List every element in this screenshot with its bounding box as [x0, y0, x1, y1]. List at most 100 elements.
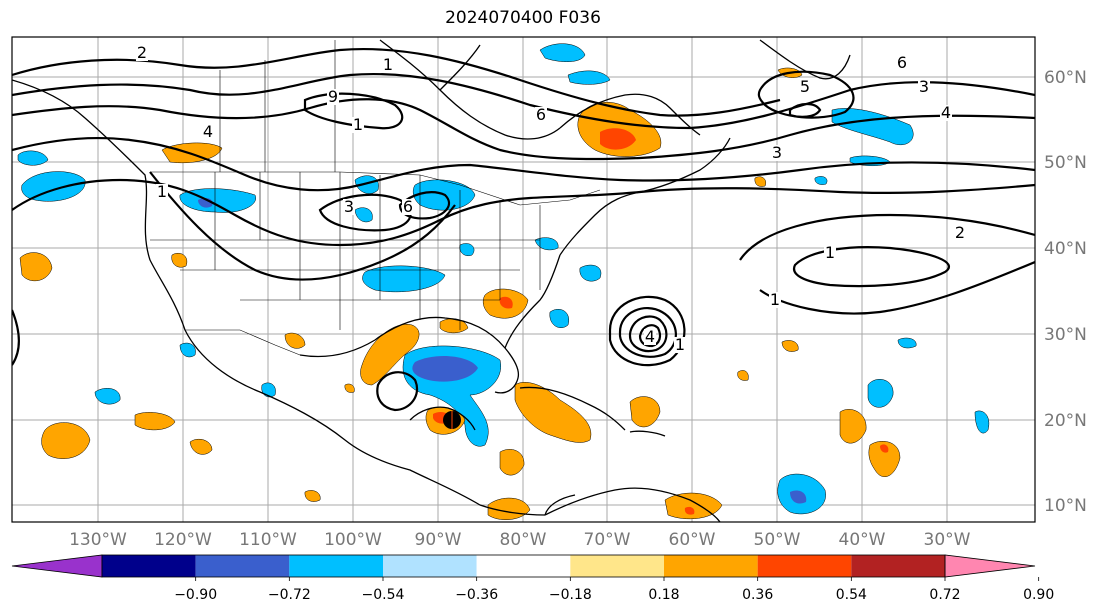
negative-anomaly-region	[549, 309, 570, 328]
colorbar-tick-label: −0.54	[362, 587, 405, 603]
longitude-label: 70°W	[584, 530, 631, 550]
latitude-axis: 60°N 50°N 40°N 30°N 20°N 10°N	[1044, 68, 1087, 516]
colorbar-tick-label: 0.90	[1023, 587, 1054, 603]
negative-anomaly-center	[412, 356, 478, 382]
contour-value-label: 1	[353, 115, 363, 134]
greenland-coast	[759, 39, 851, 80]
positive-anomaly-region	[360, 323, 420, 386]
contour-value-label: 1	[383, 55, 393, 74]
colorbar-tick-label: −0.90	[174, 587, 217, 603]
colorbar-extend-low	[11, 554, 103, 578]
contour-line	[149, 171, 456, 281]
positive-anomaly-region	[41, 422, 91, 459]
us-mexico-border	[185, 329, 301, 356]
contour-line	[628, 315, 668, 353]
positive-anomaly-region	[781, 340, 799, 352]
negative-anomaly-region	[539, 43, 586, 62]
contour-label-bg	[918, 79, 930, 95]
colorbar-tick-label: 0.18	[648, 587, 679, 603]
contour-label-bg	[769, 292, 781, 308]
longitude-label: 130°W	[69, 530, 127, 550]
colorbar-extend-high	[944, 554, 1036, 578]
contour-value-label: 1	[770, 290, 780, 309]
contour-label-bg	[402, 199, 414, 215]
contour-label-bg	[799, 79, 811, 95]
negative-anomaly-region	[567, 70, 611, 85]
florida-coast	[504, 254, 561, 349]
positive-anomaly-region	[344, 383, 355, 393]
contour-label-bg	[824, 245, 836, 261]
hispaniola-outline	[629, 430, 666, 437]
negative-anomaly-region	[354, 207, 373, 223]
positive-anomaly-region	[19, 252, 53, 282]
latitude-label: 50°N	[1044, 153, 1087, 173]
contour-value-label: 6	[403, 197, 413, 216]
longitude-label: 80°W	[500, 530, 547, 550]
colorbar-segment	[757, 555, 852, 577]
longitude-label: 120°W	[154, 530, 212, 550]
negative-anomaly-region	[362, 265, 446, 293]
negative-anomaly-region	[179, 188, 256, 213]
positive-anomaly-region	[304, 490, 321, 502]
contour-value-label: 4	[645, 327, 655, 346]
latitude-label: 60°N	[1044, 68, 1087, 88]
contour-value-label: 1	[675, 335, 685, 354]
contour-value-label: 9	[328, 87, 338, 106]
contour-value-label: 5	[800, 77, 810, 96]
cuba-outline	[519, 386, 626, 431]
contour-label-bg	[136, 45, 148, 61]
longitude-label: 50°W	[754, 530, 801, 550]
positive-anomaly-region	[754, 176, 766, 187]
negative-anomaly-region	[974, 410, 990, 434]
contour-line	[12, 98, 1035, 161]
contour-line	[12, 178, 1035, 247]
contour-line	[792, 246, 950, 288]
colorbar: −0.90 −0.72 −0.54 −0.36 −0.18 0.18 0.36 0.54 0.7…	[11, 554, 1054, 603]
colorbar-tick-label: −0.18	[549, 587, 592, 603]
negative-anomaly-region	[261, 382, 276, 398]
contour-value-label: 4	[941, 103, 951, 122]
contour-label-bg	[674, 337, 686, 353]
colorbar-tick-label: 0.36	[742, 587, 773, 603]
labrador-coast	[559, 93, 701, 136]
north-america-coast	[12, 79, 576, 516]
colorbar-segment	[570, 555, 664, 577]
latitude-label: 30°N	[1044, 325, 1087, 345]
contour-value-label: 3	[772, 143, 782, 162]
contour-value-label: 6	[536, 105, 546, 124]
contour-label-bg	[382, 57, 394, 73]
contour-line	[12, 309, 20, 366]
yucatan-coast	[409, 406, 476, 431]
positive-anomaly-region	[161, 142, 223, 164]
colorbar-segment	[195, 555, 290, 577]
us-canada-border	[150, 171, 601, 206]
state-line	[214, 172, 541, 330]
map-title: 2024070400 F036	[445, 8, 601, 28]
colorbar-segment	[851, 555, 945, 577]
negative-anomaly-region	[94, 388, 121, 405]
negative-anomaly-region	[354, 175, 379, 194]
colorbar-tick-label: 0.72	[929, 587, 960, 603]
coastlines	[12, 39, 851, 522]
latitude-label: 20°N	[1044, 411, 1087, 431]
positive-anomaly-region	[171, 252, 188, 268]
colorbar-segment	[102, 555, 196, 577]
positive-anomaly-center	[880, 444, 889, 453]
contour-value-label: 4	[203, 122, 213, 141]
map-frame	[11, 36, 1036, 523]
longitude-axis: 130°W 120°W 110°W 100°W 90°W 80°W 70°W 60°W 50°W…	[69, 530, 971, 550]
negative-anomaly-center	[790, 490, 807, 504]
contour-line	[618, 307, 677, 358]
contour-label-bg	[327, 89, 339, 105]
negative-anomaly-region	[814, 176, 828, 185]
negative-anomaly-region	[17, 150, 49, 166]
negative-anomaly-region	[867, 379, 894, 408]
gulf-coast	[299, 316, 520, 394]
colorbar-segment	[476, 555, 571, 577]
contour-value-label: 1	[157, 182, 167, 201]
contour-line	[788, 102, 822, 118]
longitude-label: 100°W	[324, 530, 382, 550]
colorbar-outline	[101, 554, 946, 578]
negative-anomaly-region	[459, 243, 475, 256]
